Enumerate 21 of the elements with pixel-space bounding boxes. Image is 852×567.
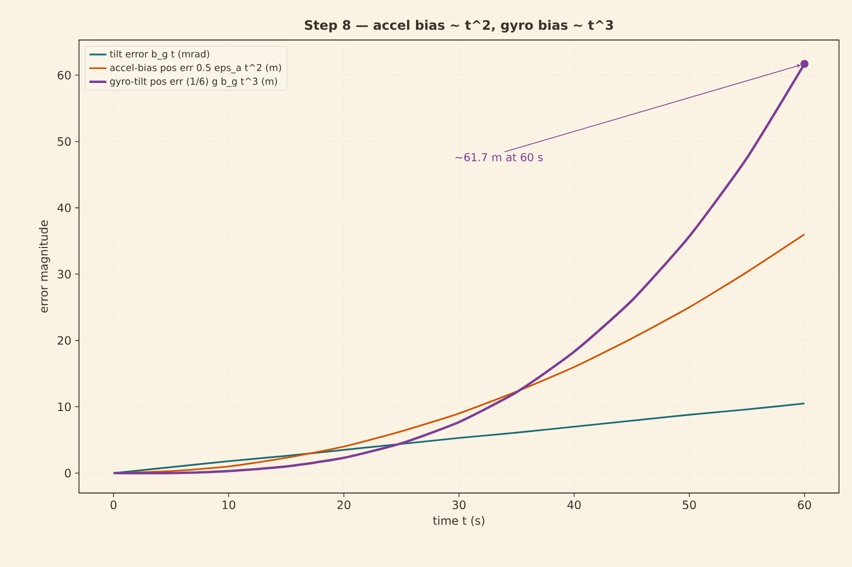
x-tick-label: 10 <box>222 500 236 510</box>
x-axis-title: time t (s) <box>433 516 484 526</box>
y-axis-title: error magnitude <box>38 220 50 313</box>
y-tick-label: 40 <box>57 203 71 212</box>
legend-label: tilt error b_g t (mrad) <box>110 50 210 60</box>
y-tick-label: 30 <box>58 270 71 278</box>
y-tick-label: 60 <box>58 70 71 80</box>
y-tick-label: 50 <box>58 137 71 146</box>
annotation: ~61.7 m at 60 s <box>456 153 543 162</box>
x-tick-label: 0 <box>110 500 116 510</box>
chart-title: Step 8 — accel bias ~ t^2, gyro bias ~ t^3 <box>304 20 613 32</box>
x-tick-label: 50 <box>682 500 696 510</box>
legend-label: gyro-tilt pos err (1/6) g b_g t^3 (m) <box>110 78 277 87</box>
x-tick-label: 20 <box>337 500 350 510</box>
x-tick-label: 40 <box>567 500 581 510</box>
x-tick-label: 30 <box>452 500 466 510</box>
legend-label: accel-bias pos err 0.5 eps_a t^2 (m) <box>110 64 282 74</box>
x-tick-label: 60 <box>798 500 811 510</box>
y-tick-label: 10 <box>58 402 71 412</box>
y-tick-label: 0 <box>64 468 71 478</box>
y-tick-label: 20 <box>58 336 71 345</box>
